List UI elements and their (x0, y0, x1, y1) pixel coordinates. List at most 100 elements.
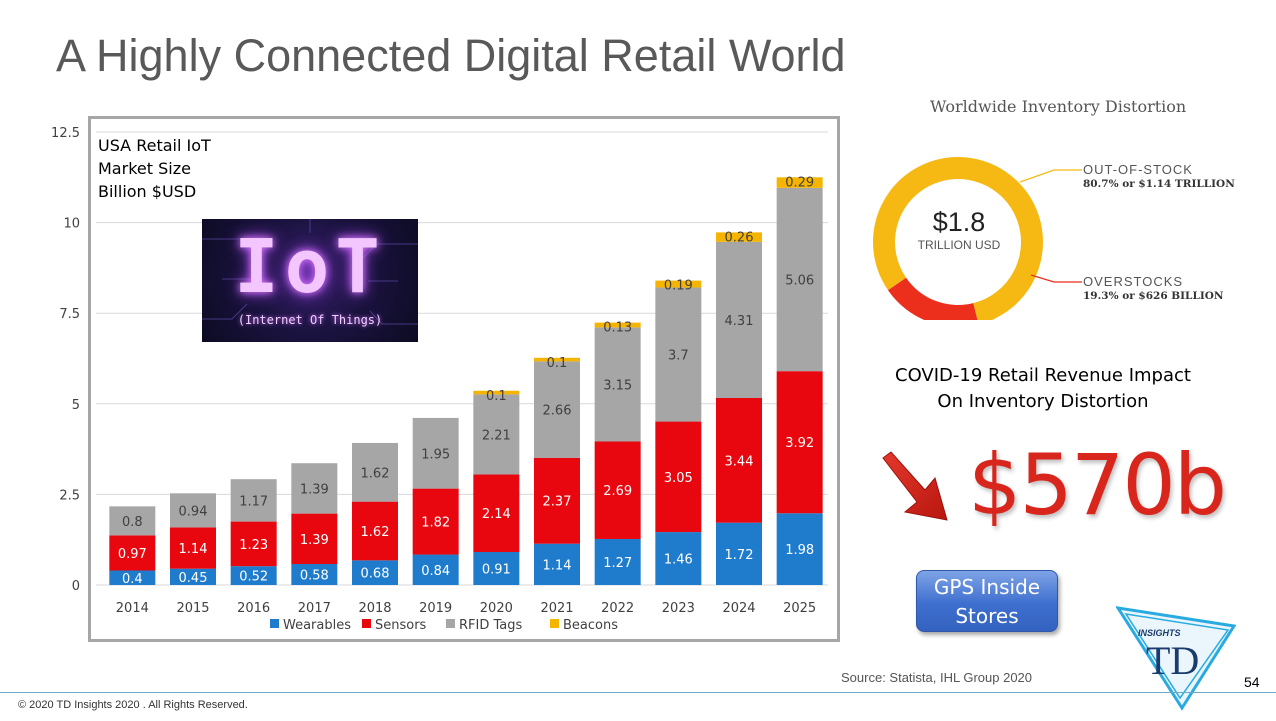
bar-rfid-tags (473, 394, 520, 475)
bar-wearables (776, 513, 823, 585)
bar-sensors (776, 371, 823, 514)
bar-sensors (594, 441, 641, 539)
data-label: 3.05 (664, 471, 693, 486)
bar-rfid-tags (594, 327, 641, 442)
gps-inside-stores-button[interactable]: GPS Inside Stores (916, 570, 1058, 632)
data-label: 0.1 (547, 356, 568, 371)
data-label: 1.27 (603, 556, 632, 571)
data-label: 1.39 (300, 533, 329, 548)
bar-beacons (776, 177, 823, 188)
data-label: 1.95 (421, 447, 450, 462)
data-label: 0.13 (603, 321, 632, 336)
legend-swatch (446, 619, 455, 628)
gps-button-line-1: GPS Inside (933, 574, 1041, 599)
data-label: 1.14 (179, 542, 208, 557)
bar-wearables (170, 568, 216, 585)
bar-rfid-tags (230, 479, 277, 522)
data-label: 2.66 (543, 404, 572, 419)
data-label: 1.17 (239, 494, 268, 509)
overstocks-label: OVERSTOCKS (1083, 274, 1184, 289)
data-label: 2.69 (603, 484, 632, 499)
legend-label: Sensors (375, 618, 427, 633)
bar-rfid-tags (170, 493, 216, 528)
source-note: Source: Statista, IHL Group 2020 (841, 670, 1033, 685)
iot-image: IoT (Internet Of Things) (202, 219, 418, 342)
y-tick-label: 10 (63, 217, 80, 232)
data-label: 0.94 (179, 504, 208, 519)
out-of-stock-detail: 80.7% or $1.14 TRILLION (1083, 178, 1235, 190)
legend-swatch (270, 619, 279, 628)
y-axis: 0 2.5 5 7.5 10 12.5 (51, 126, 80, 594)
y-tick-label: 12.5 (51, 126, 80, 141)
x-tick-label: 2017 (298, 601, 331, 616)
x-tick-label: 2019 (419, 601, 452, 616)
bar-beacons (716, 232, 762, 242)
legend-swatch (362, 619, 371, 628)
data-label: 0.91 (482, 563, 511, 578)
legend-swatch (550, 619, 559, 628)
overstocks-leader-line (1030, 274, 1082, 283)
covid-impact-caption: COVID-19 Retail Revenue Impact On Invent… (890, 363, 1196, 415)
bar-beacons (594, 322, 641, 328)
out-of-stock-leader-line (1019, 169, 1082, 183)
x-tick-label: 2015 (176, 601, 209, 616)
y-tick-label: 0 (72, 579, 80, 594)
bar-sensors (109, 535, 156, 571)
data-label: 1.39 (300, 482, 329, 497)
bar-rfid-tags (716, 241, 762, 399)
data-label: 0.68 (361, 567, 390, 582)
bar-sensors (412, 488, 459, 555)
x-tick-label: 2014 (116, 601, 149, 616)
data-label: 4.31 (725, 314, 754, 329)
data-label: 0.26 (725, 230, 754, 245)
data-label: 0.84 (421, 564, 450, 579)
data-label: 1.14 (543, 558, 572, 573)
donut-center-unit: TRILLION USD (917, 238, 1001, 252)
data-label: 0.58 (300, 568, 329, 583)
bar-sensors (473, 474, 520, 553)
data-label: 1.72 (725, 548, 754, 563)
legend-label: Wearables (283, 618, 351, 633)
data-label: 0.29 (785, 175, 814, 190)
bar-wearables (655, 532, 702, 585)
data-label: 0.8 (122, 515, 143, 530)
bar-beacons (473, 390, 520, 395)
bar-wearables (412, 554, 459, 585)
data-label: 2.14 (482, 507, 511, 522)
page-number: 54 (1244, 674, 1260, 690)
data-label: 1.82 (421, 516, 450, 531)
inventory-distortion-donut (873, 157, 1082, 320)
x-tick-label: 2018 (358, 601, 391, 616)
data-label: 1.62 (361, 525, 390, 540)
bar-rfid-tags (655, 287, 702, 422)
page-title: A Highly Connected Digital Retail World (56, 30, 846, 81)
bar-sensors (655, 421, 702, 533)
data-label: 0.4 (122, 572, 143, 587)
chart-caption-line-1: USA Retail IoT (98, 136, 211, 155)
chart-caption: USA Retail IoT Market Size Billion $USD (98, 134, 211, 203)
data-label: 3.92 (785, 436, 814, 451)
bar-sensors (534, 457, 580, 544)
data-label: 1.46 (664, 553, 693, 568)
data-label: 0.45 (179, 571, 208, 586)
x-tick-label: 2020 (480, 601, 513, 616)
x-tick-label: 2022 (601, 601, 634, 616)
bar-wearables (109, 570, 156, 585)
legend-label: RFID Tags (459, 618, 522, 633)
logo-insights-text: INSIGHTS (1138, 628, 1181, 638)
legend-label: Beacons (563, 618, 618, 633)
data-label: 3.15 (603, 378, 632, 393)
data-label: 1.23 (239, 538, 268, 553)
data-label: 0.19 (664, 279, 693, 294)
overstocks-detail: 19.3% or $626 BILLION (1083, 290, 1224, 302)
iot-market-chart: 0.4 0.97 0.8 2014 0.45 1.14 0.94 2015 0.52 1.23 1.… (88, 116, 840, 642)
data-label: 0.97 (118, 547, 147, 562)
y-tick-label: 5 (72, 398, 80, 413)
covid-caption-line-2: On Inventory Distortion (937, 391, 1149, 412)
logo-td-text: TD (1146, 638, 1199, 683)
bar-sensors (170, 527, 216, 569)
iot-image-sub-text: (Internet Of Things) (237, 313, 383, 327)
bar-rfid-tags (291, 463, 338, 514)
data-label: 5.06 (785, 273, 814, 288)
iot-image-main-text: IoT (234, 224, 386, 310)
